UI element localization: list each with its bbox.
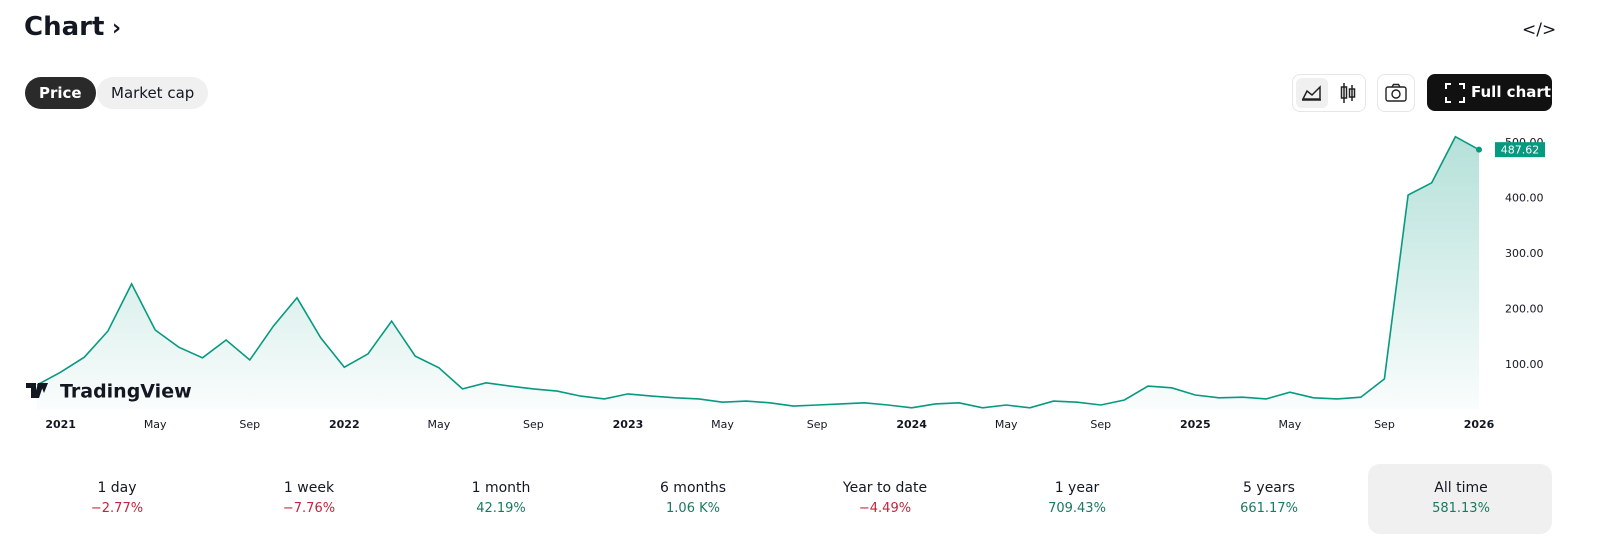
chart-heading[interactable]: Chart ›	[24, 12, 122, 42]
expand-icon	[1445, 83, 1465, 103]
heading-text[interactable]: Chart	[24, 12, 105, 42]
period-change: 581.13%	[1432, 501, 1490, 516]
y-tick-label: 100.00	[1505, 358, 1544, 371]
x-tick-label: May	[995, 418, 1018, 431]
x-tick-label: 2023	[613, 418, 644, 431]
period-change: −7.76%	[282, 501, 336, 516]
full-chart-button[interactable]: Full chart	[1427, 74, 1552, 111]
x-tick-label: Sep	[807, 418, 828, 431]
period-cell[interactable]: All time 581.13%	[1369, 466, 1553, 532]
snapshot-button[interactable]	[1377, 74, 1415, 112]
period-change: 661.17%	[1240, 501, 1298, 516]
y-tick-label: 200.00	[1505, 302, 1544, 315]
x-tick-label: Sep	[1090, 418, 1111, 431]
period-label[interactable]: 1 day	[97, 480, 137, 496]
period-cell[interactable]: 1 month 42.19%	[409, 466, 593, 532]
x-tick-label: May	[427, 418, 450, 431]
x-tick-label: 2024	[896, 418, 927, 431]
period-change: 42.19%	[476, 501, 526, 516]
price-tag-bg	[1495, 142, 1545, 158]
period-cell[interactable]: 6 months 1.06 K%	[601, 466, 785, 532]
period-cell[interactable]: 1 year 709.43%	[985, 466, 1169, 532]
x-tick-label: 2022	[329, 418, 360, 431]
period-cell[interactable]: Year to date −4.49%	[793, 466, 977, 532]
price-tag-text: 487.62	[1501, 144, 1540, 157]
x-tick-label: Sep	[1374, 418, 1395, 431]
period-change: 1.06 K%	[666, 501, 720, 516]
full-chart-label[interactable]: Full chart	[1471, 83, 1551, 101]
period-label[interactable]: 5 years	[1243, 480, 1295, 496]
y-tick-label: 400.00	[1505, 191, 1544, 204]
chart: TradingView 100.00200.00300.00400.00500.…	[26, 135, 1545, 431]
x-tick-label: May	[711, 418, 734, 431]
chart-style-toggle	[1292, 74, 1366, 112]
x-tick-label: May	[144, 418, 167, 431]
period-label[interactable]: 6 months	[659, 480, 727, 496]
period-change: −2.77%	[90, 501, 144, 516]
period-cell[interactable]: 1 day −2.77%	[25, 466, 209, 532]
y-tick-label: 300.00	[1505, 247, 1544, 260]
embed-button[interactable]: </>	[1522, 20, 1557, 40]
period-change: 709.43%	[1048, 501, 1106, 516]
period-label[interactable]: Year to date	[842, 480, 928, 496]
x-tick-label: Sep	[239, 418, 260, 431]
period-cell[interactable]: 5 years 661.17%	[1177, 466, 1361, 532]
period-label[interactable]: 1 week	[283, 480, 335, 496]
camera-icon	[1385, 83, 1407, 102]
period-cell[interactable]: 1 week −7.76%	[217, 466, 401, 532]
x-tick-label: 2025	[1180, 418, 1211, 431]
x-tick-label: Sep	[523, 418, 544, 431]
x-tick-label: 2026	[1464, 418, 1495, 431]
watermark-text: TradingView	[60, 381, 192, 403]
selected-period-bg	[1368, 464, 1552, 534]
period-label[interactable]: All time	[1434, 480, 1488, 496]
period-label[interactable]: 1 year	[1054, 480, 1100, 496]
tab-market-cap[interactable]: Market cap	[97, 77, 209, 109]
x-tick-label: 2021	[45, 418, 76, 431]
style-icons	[1296, 78, 1356, 108]
area-fill	[37, 136, 1479, 410]
axes: 100.00200.00300.00400.00500.002021MaySep…	[45, 136, 1543, 431]
watermark: TradingView	[26, 381, 192, 403]
x-tick-label: May	[1279, 418, 1302, 431]
price-tag: 487.62	[1495, 142, 1545, 158]
tab-price[interactable]: Price	[25, 77, 96, 109]
period-change: −4.49%	[858, 501, 912, 516]
candle-style[interactable]	[1340, 83, 1356, 103]
period-label[interactable]: 1 month	[471, 480, 531, 496]
